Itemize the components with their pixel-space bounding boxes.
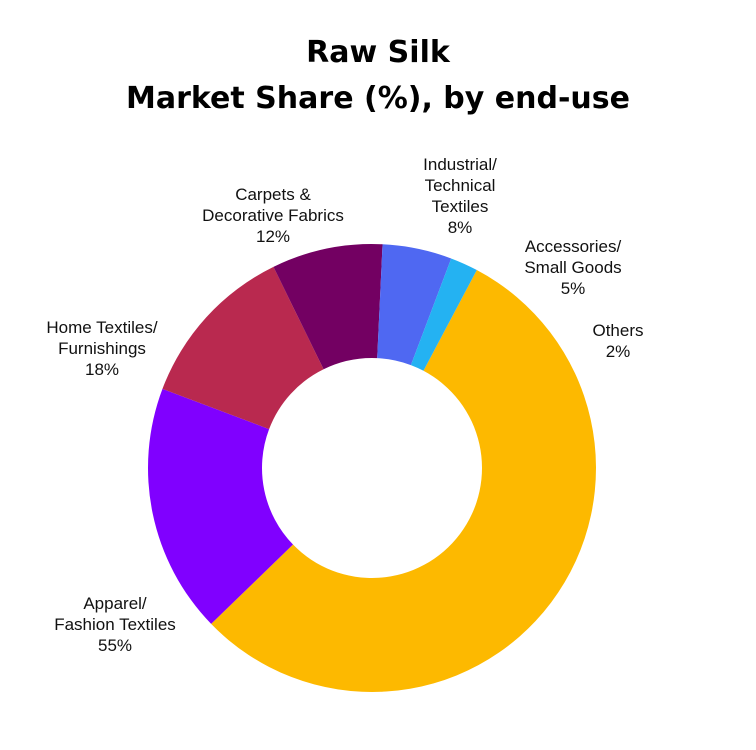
- slice-value-label-1: 18%: [85, 360, 119, 379]
- slice-label-2: Carpets & Decorative Fabrics 12%: [202, 185, 344, 246]
- slice-3: [273, 244, 383, 370]
- slice-value-label-2: 12%: [256, 227, 290, 246]
- chart-title-line-1: Raw Silk: [306, 35, 451, 70]
- slice-4: [377, 244, 452, 366]
- slice-value-label-0: 55%: [98, 636, 132, 655]
- donut-slices: [148, 244, 596, 692]
- slice-label-3-line-1: Technical: [425, 176, 496, 195]
- slice-label-1-line-0: Home Textiles/: [46, 318, 157, 337]
- slice-label-3-line-2: Textiles: [432, 197, 489, 216]
- slice-value-label-3: 8%: [448, 218, 473, 237]
- slice-2: [162, 266, 324, 430]
- chart-title-line-2: Market Share (%), by end-use: [126, 81, 630, 116]
- slice-label-0: Apparel/Fashion Textiles 55%: [54, 594, 176, 655]
- slice-value-label-5: 2%: [606, 342, 631, 361]
- slice-label-0-line-1: Fashion Textiles: [54, 615, 176, 634]
- slice-label-3: Industrial/Technical Textiles 8%: [423, 155, 497, 237]
- slice-label-2-line-0: Carpets &: [235, 185, 311, 204]
- slice-label-2-line-1: Decorative Fabrics: [202, 206, 344, 225]
- slice-label-4-line-1: Small Goods: [524, 258, 621, 277]
- slice-5: [410, 258, 477, 371]
- slice-labels: Apparel/Fashion Textiles 55% Home Textiles…: [46, 155, 643, 655]
- slice-label-4-line-0: Accessories/: [525, 237, 622, 256]
- slice-label-4: Accessories/Small Goods 5%: [524, 237, 621, 298]
- slice-0: [211, 270, 596, 692]
- slice-label-1: Home Textiles/Furnishings 18%: [46, 318, 157, 379]
- slice-label-0-line-0: Apparel/: [83, 594, 147, 613]
- slice-label-5: Others 2%: [592, 321, 643, 361]
- slice-1: [148, 388, 294, 624]
- slice-value-label-4: 5%: [561, 279, 586, 298]
- slice-label-3-line-0: Industrial/: [423, 155, 497, 174]
- slice-label-5-line-0: Others: [592, 321, 643, 340]
- slice-label-1-line-1: Furnishings: [58, 339, 146, 358]
- chart-title: Raw Silk Market Share (%), by end-use: [126, 35, 630, 116]
